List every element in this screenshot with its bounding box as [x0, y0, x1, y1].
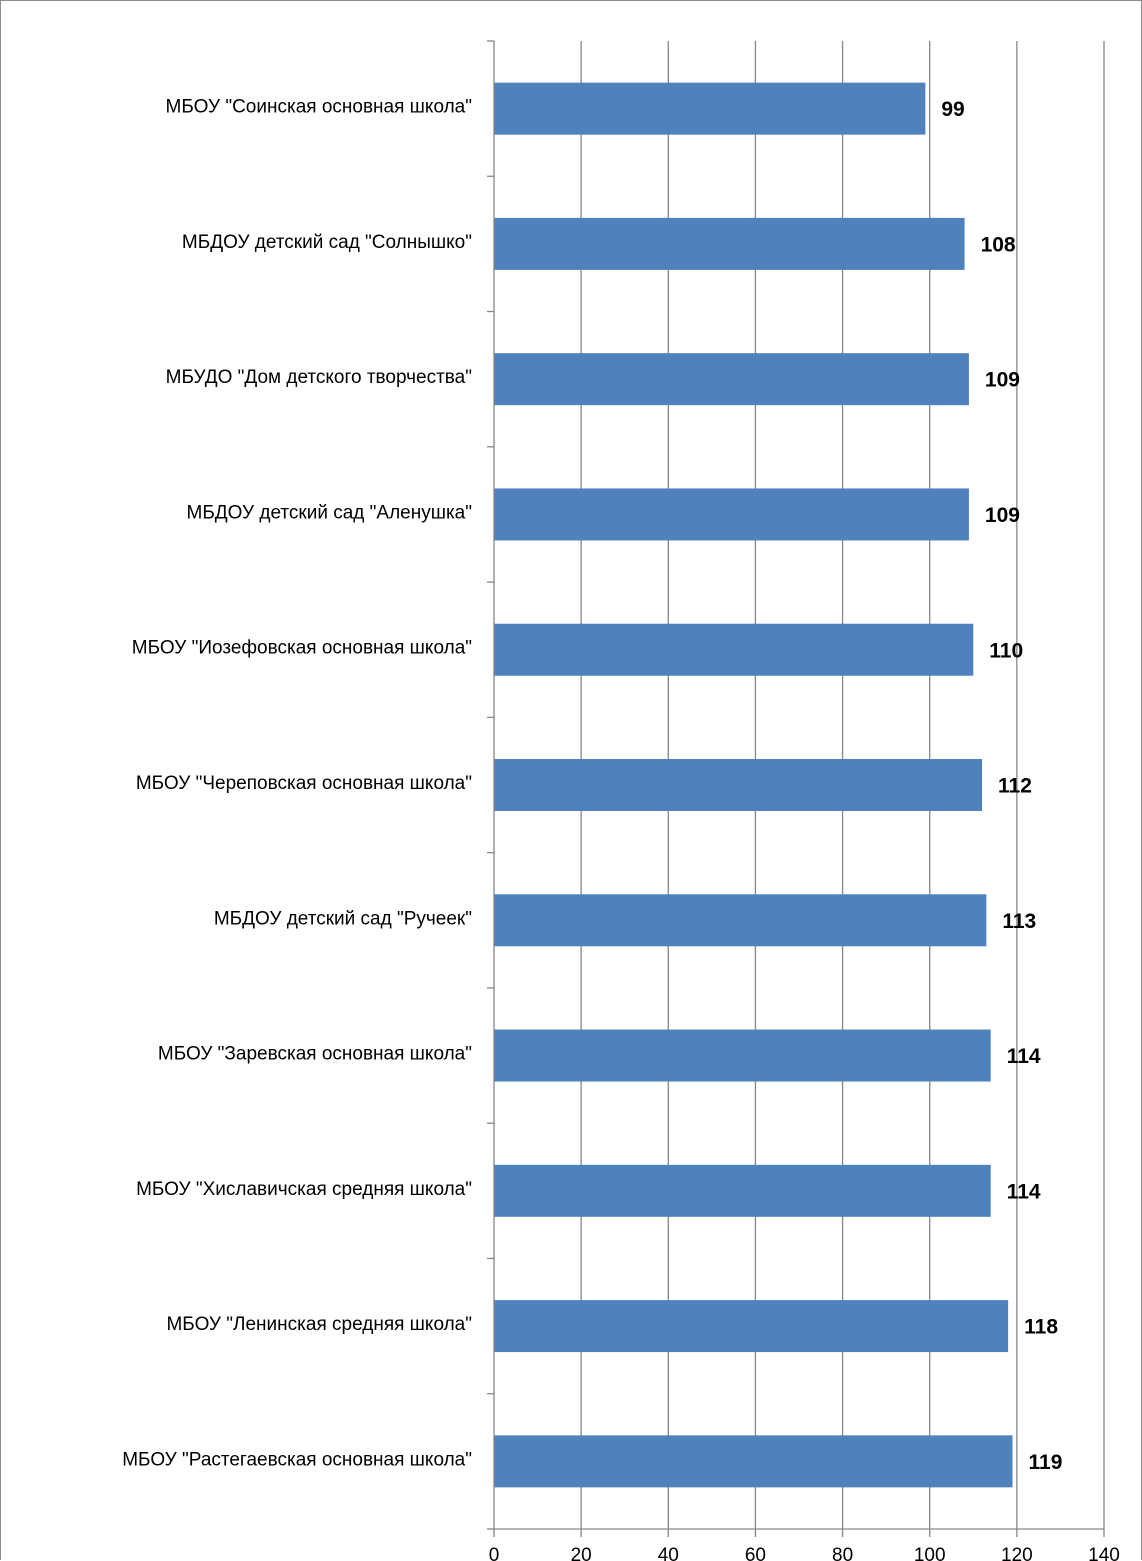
category-label: МБОУ "Хиславичская средняя школа"	[136, 1179, 472, 1200]
bar	[494, 353, 969, 406]
bar	[494, 623, 974, 676]
x-tick-label: 20	[571, 1545, 592, 1561]
data-label: 110	[989, 639, 1023, 662]
bar	[494, 894, 987, 947]
category-label: МБОУ "Ленинская средняя школа"	[166, 1314, 472, 1335]
x-tick-label: 40	[658, 1545, 679, 1561]
data-label: 119	[1029, 1451, 1063, 1474]
bars	[494, 82, 1013, 1488]
data-label: 109	[985, 504, 1020, 527]
data-label: 109	[985, 369, 1020, 392]
category-label: МБДОУ детский сад "Аленушка"	[187, 502, 472, 523]
x-tick-label: 80	[832, 1545, 853, 1561]
bar	[494, 1164, 991, 1217]
data-label: 114	[1007, 1045, 1041, 1068]
x-tick-label: 100	[914, 1545, 946, 1561]
category-label: МБОУ "Растегаевская основная школа"	[122, 1449, 472, 1470]
data-label: 113	[1002, 910, 1036, 933]
category-label: МБОУ "Заревская основная школа"	[158, 1044, 472, 1065]
bar	[494, 1029, 991, 1082]
category-label: МБОУ "Иозефовская основная школа"	[132, 638, 472, 659]
x-tick-label: 0	[489, 1545, 500, 1561]
category-label: МБУДО "Дом детского творчества"	[166, 367, 472, 388]
data-label: 112	[998, 775, 1032, 798]
bar	[494, 759, 982, 811]
bar	[494, 82, 926, 135]
category-label: МБОУ "Череповская основная школа"	[136, 773, 472, 794]
bar	[494, 488, 969, 541]
x-tick-label: 120	[1001, 1545, 1033, 1561]
data-label: 99	[941, 98, 964, 121]
data-label: 108	[981, 233, 1016, 256]
data-label: 118	[1024, 1316, 1058, 1339]
data-label: 114	[1007, 1180, 1041, 1203]
axes	[487, 40, 1105, 1537]
labels: 0 20 40 60 80 100 120 140 МБОУ "Соинская основна…	[122, 97, 1120, 1561]
bar	[494, 1300, 1009, 1353]
category-label: МБОУ "Соинская основная школа"	[166, 97, 472, 118]
bar	[494, 217, 965, 270]
bar	[494, 1435, 1013, 1488]
category-label: МБДОУ детский сад "Солнышко"	[182, 232, 472, 253]
x-tick-label: 140	[1088, 1545, 1120, 1561]
x-tick-label: 60	[745, 1545, 766, 1561]
category-label: МБДОУ детский сад "Ручеек"	[214, 908, 472, 929]
